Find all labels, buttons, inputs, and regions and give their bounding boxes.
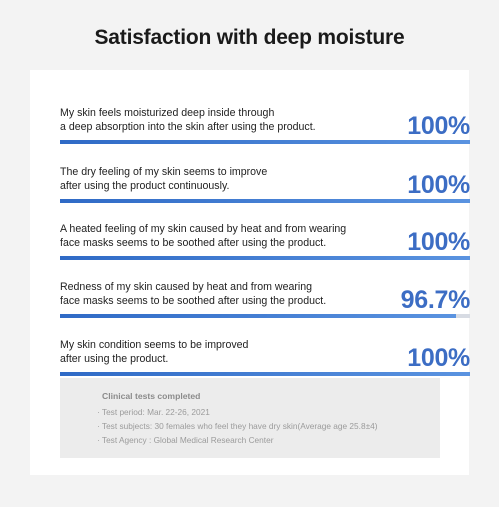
data-label: 100% [407,112,470,140]
data-label: 100% [407,228,470,256]
clinical-heading: Clinical tests completed [102,391,201,401]
bar [60,372,470,376]
survey-item: My skin feels moisturized deep inside th… [60,88,470,144]
survey-item: My skin condition seems to be improved af… [60,320,470,376]
test-period: · Test period: Mar. 22-26, 2021 [97,407,210,417]
bar [60,140,470,144]
bar [60,314,457,318]
test-agency: · Test Agency : Global Medical Research … [97,435,274,445]
bar [60,256,470,260]
data-label: 96.7% [400,286,471,314]
clinical-info-box: Clinical tests completed · Test period: … [60,378,440,458]
bar-track [60,314,470,318]
survey-item: The dry feeling of my skin seems to impr… [60,147,470,203]
data-label: 100% [407,344,470,372]
survey-statement: The dry feeling of my skin seems to impr… [60,166,268,192]
survey-statement: My skin feels moisturized deep inside th… [60,107,316,133]
survey-statement: My skin condition seems to be improved af… [60,339,249,365]
bar-track [60,256,470,260]
data-label: 100% [407,171,470,199]
bar-track [60,199,470,203]
test-subjects: · Test subjects: 30 females who feel the… [97,421,378,431]
bar-track [60,140,470,144]
bar-track [60,372,470,376]
page-title: Satisfaction with deep moisture [94,26,405,49]
survey-item: Redness of my skin caused by heat and fr… [60,262,470,318]
survey-statement: Redness of my skin caused by heat and fr… [60,281,327,307]
survey-item: A heated feeling of my skin caused by he… [60,204,470,260]
survey-statement: A heated feeling of my skin caused by he… [60,223,347,249]
bar [60,199,470,203]
